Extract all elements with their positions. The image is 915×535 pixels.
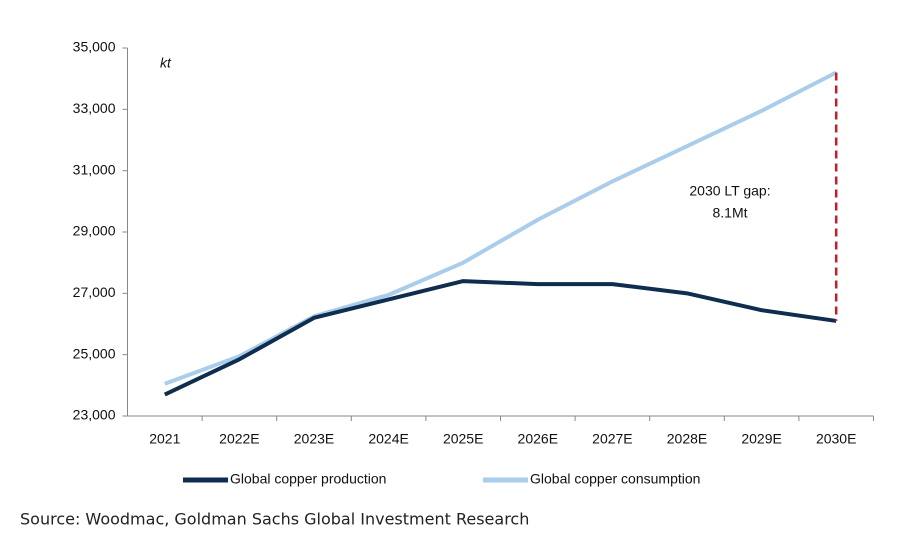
y-tick-label: 27,000 — [73, 284, 116, 300]
y-tick-label: 25,000 — [73, 345, 116, 361]
unit-label: kt — [160, 55, 172, 71]
y-tick-label: 23,000 — [73, 407, 116, 423]
x-tick-label: 2026E — [518, 431, 558, 447]
annotation: 2030 LT gap: — [689, 183, 770, 199]
y-tick-label: 33,000 — [73, 100, 116, 116]
x-tick-label: 2023E — [294, 431, 334, 447]
x-tick-label: 2029E — [741, 431, 781, 447]
x-tick-label: 2030E — [816, 431, 856, 447]
y-tick-label: 29,000 — [73, 223, 116, 239]
y-tick-label: 35,000 — [73, 39, 116, 55]
legend-label: Global copper consumption — [530, 471, 700, 487]
legend-label: Global copper production — [230, 471, 386, 487]
y-tick-label: 31,000 — [73, 161, 116, 177]
annotation: 8.1Mt — [712, 205, 747, 221]
x-tick-label: 2025E — [443, 431, 483, 447]
x-tick-label: 2022E — [219, 431, 259, 447]
series-line — [163, 279, 837, 397]
x-tick-label: 2021 — [149, 431, 180, 447]
x-tick-label: 2024E — [368, 431, 408, 447]
x-tick-label: 2027E — [592, 431, 632, 447]
x-tick-label: 2028E — [667, 431, 707, 447]
source: Source: Woodmac, Goldman Sachs Global In… — [20, 510, 529, 529]
series-line — [164, 70, 838, 386]
